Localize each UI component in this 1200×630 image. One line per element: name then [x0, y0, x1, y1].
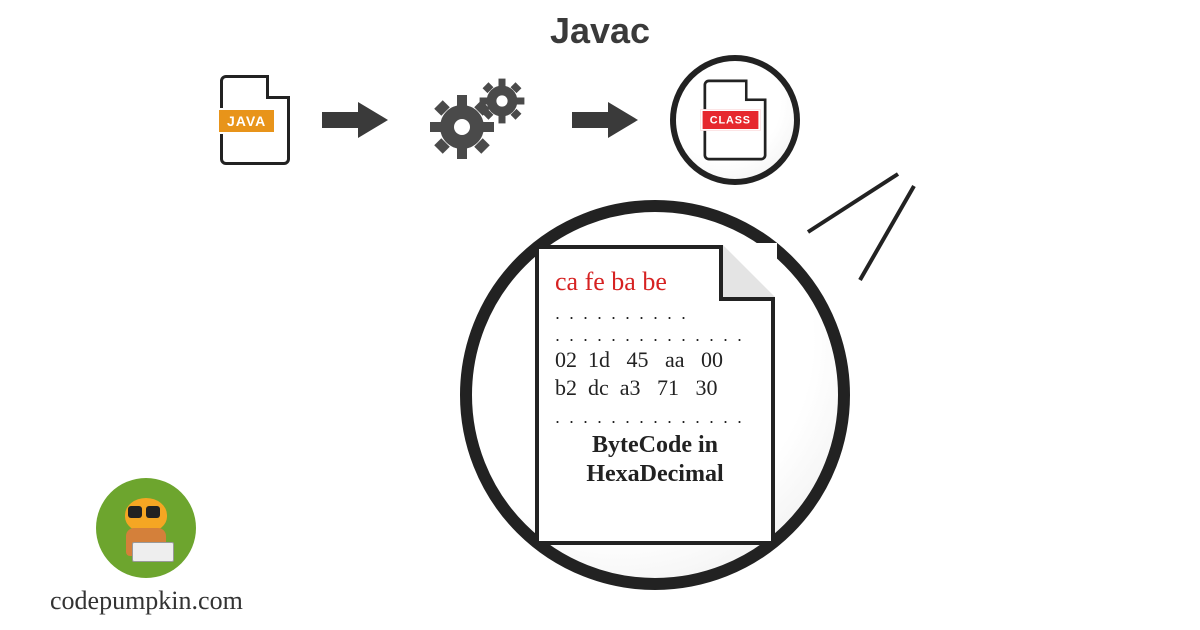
- file-body: CLASS: [704, 80, 767, 161]
- file-fold-icon: [266, 75, 290, 99]
- arrow-icon: [320, 100, 390, 140]
- page-fold-icon: [719, 245, 775, 301]
- java-file-icon: JAVA: [220, 75, 290, 165]
- glasses-icon: [128, 506, 164, 518]
- lens: [146, 506, 160, 518]
- file-fold-icon: [745, 80, 767, 102]
- logo-icon: [96, 478, 196, 578]
- laptop-icon: [132, 542, 174, 562]
- class-file-circle: CLASS: [670, 55, 800, 185]
- zoom-connector-lines: [790, 170, 920, 290]
- bytecode-page: ca fe ba be . . . . . . . . . . . . . . …: [535, 245, 775, 545]
- bytecode-detail-circle: ca fe ba be . . . . . . . . . . . . . . …: [460, 200, 850, 590]
- caption-line: HexaDecimal: [555, 460, 755, 489]
- class-file-icon: CLASS: [704, 80, 767, 161]
- branding: codepumpkin.com: [50, 478, 243, 616]
- compile-flow: JAVA: [220, 55, 800, 185]
- mascot-body: [126, 528, 166, 556]
- hex-row: b2 dc a3 71 30: [555, 375, 755, 401]
- class-file-label: CLASS: [701, 109, 760, 131]
- dots-row: . . . . . . . . . . . . . . .: [555, 325, 755, 341]
- dots-row: . . . . . . . . . .: [555, 303, 755, 319]
- site-name: codepumpkin.com: [50, 586, 243, 616]
- lens: [128, 506, 142, 518]
- compiler-title: Javac: [550, 10, 650, 52]
- caption-line: ByteCode in: [555, 431, 755, 460]
- dots-row: . . . . . . . . . . . . . . .: [555, 407, 755, 423]
- file-body: JAVA: [220, 75, 290, 165]
- java-file-label: JAVA: [217, 108, 276, 134]
- pumpkin-mascot-icon: [119, 498, 173, 558]
- mascot-head: [125, 498, 167, 532]
- bytecode-caption: ByteCode in HexaDecimal: [555, 431, 755, 489]
- gears-icon: [420, 75, 540, 165]
- hex-row: 02 1d 45 aa 00: [555, 347, 755, 373]
- arrow-icon: [570, 100, 640, 140]
